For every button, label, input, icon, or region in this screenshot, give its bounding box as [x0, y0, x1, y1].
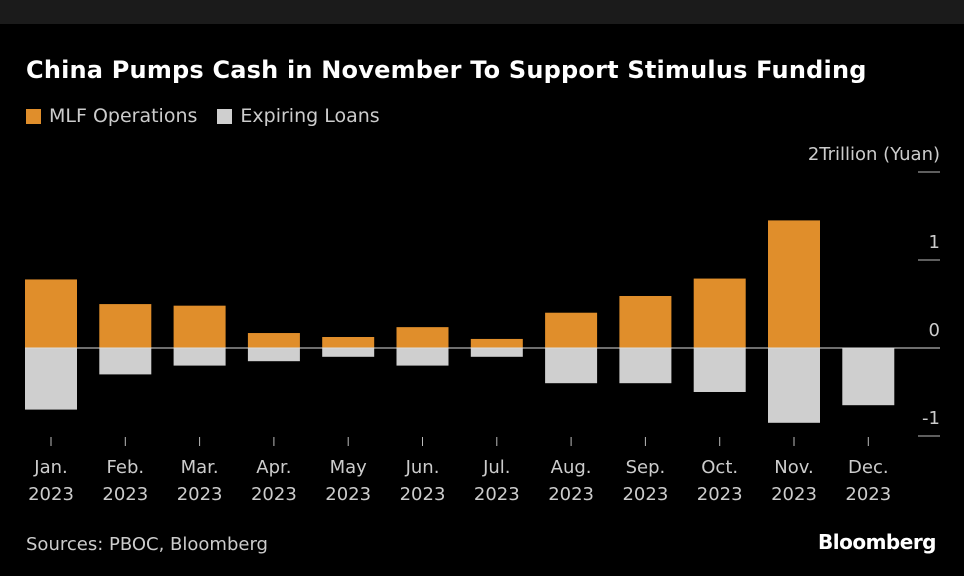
- bar-expiring-oct: [693, 348, 746, 392]
- x-tick-label-month: Nov.: [774, 457, 813, 478]
- chart-title: China Pumps Cash in November To Support …: [26, 56, 867, 84]
- x-tick-label-year: 2023: [697, 484, 743, 505]
- x-tick-label-month: May: [330, 457, 368, 478]
- top-bar: [0, 0, 964, 24]
- legend-label-mlf: MLF Operations: [49, 105, 198, 127]
- x-tick-label-year: 2023: [400, 484, 446, 505]
- x-tick-label-year: 2023: [474, 484, 520, 505]
- y-tick-label: 0: [929, 320, 940, 341]
- x-tick-label-year: 2023: [622, 484, 668, 505]
- x-tick-label-month: Jul.: [482, 457, 510, 478]
- bar-expiring-jun: [396, 348, 449, 366]
- bar-expiring-nov: [768, 348, 820, 423]
- x-tick-label-year: 2023: [548, 484, 594, 505]
- x-tick-label-year: 2023: [28, 484, 74, 505]
- bar-mlf-apr: [247, 333, 300, 348]
- source-note: Sources: PBOC, Bloomberg: [26, 534, 268, 555]
- x-tick-label-year: 2023: [102, 484, 148, 505]
- bar-mlf-aug: [545, 312, 598, 348]
- bar-mlf-jun: [396, 327, 449, 348]
- x-tick-label-month: Mar.: [181, 457, 219, 478]
- x-tick-label-year: 2023: [177, 484, 223, 505]
- y-tick-label: 1: [929, 232, 940, 253]
- bar-mlf-may: [322, 337, 375, 348]
- x-tick-label-year: 2023: [771, 484, 817, 505]
- bar-expiring-aug: [545, 348, 598, 384]
- bar-expiring-feb: [99, 348, 152, 375]
- bar-mlf-mar: [173, 305, 226, 348]
- y-tick-label: 2Trillion (Yuan): [808, 144, 940, 165]
- x-tick-label-year: 2023: [251, 484, 297, 505]
- bar-mlf-nov: [768, 220, 820, 348]
- x-tick-label-year: 2023: [845, 484, 891, 505]
- y-tick-label: -1: [922, 408, 940, 429]
- bar-mlf-jul: [470, 338, 523, 348]
- bar-expiring-sep: [619, 348, 672, 384]
- x-tick-label-month: Oct.: [701, 457, 738, 478]
- bar-mlf-feb: [99, 304, 152, 348]
- bar-mlf-oct: [693, 278, 746, 348]
- bar-expiring-apr: [247, 348, 300, 362]
- bar-expiring-mar: [173, 348, 226, 366]
- bloomberg-logo: Bloomberg: [818, 530, 936, 554]
- x-tick-label-month: Apr.: [256, 457, 291, 478]
- x-tick-label-month: Sep.: [626, 457, 666, 478]
- x-tick-label-month: Jun.: [405, 457, 440, 478]
- bar-mlf-sep: [619, 295, 672, 348]
- legend-swatch-mlf: [26, 108, 41, 124]
- x-tick-label-month: Feb.: [107, 457, 145, 478]
- bar-expiring-jul: [470, 348, 523, 357]
- legend-label-expiring: Expiring Loans: [240, 105, 380, 127]
- legend: MLF Operations Expiring Loans: [26, 105, 380, 127]
- x-tick-label-year: 2023: [325, 484, 371, 505]
- legend-swatch-expiring: [217, 108, 233, 124]
- x-tick-label-month: Aug.: [551, 457, 592, 478]
- x-tick-label-month: Jan.: [33, 457, 67, 478]
- bar-expiring-jan: [25, 348, 77, 410]
- bar-expiring-may: [322, 348, 375, 357]
- bar-mlf-jan: [25, 279, 77, 348]
- x-tick-label-month: Dec.: [848, 457, 889, 478]
- bar-expiring-dec: [842, 348, 895, 406]
